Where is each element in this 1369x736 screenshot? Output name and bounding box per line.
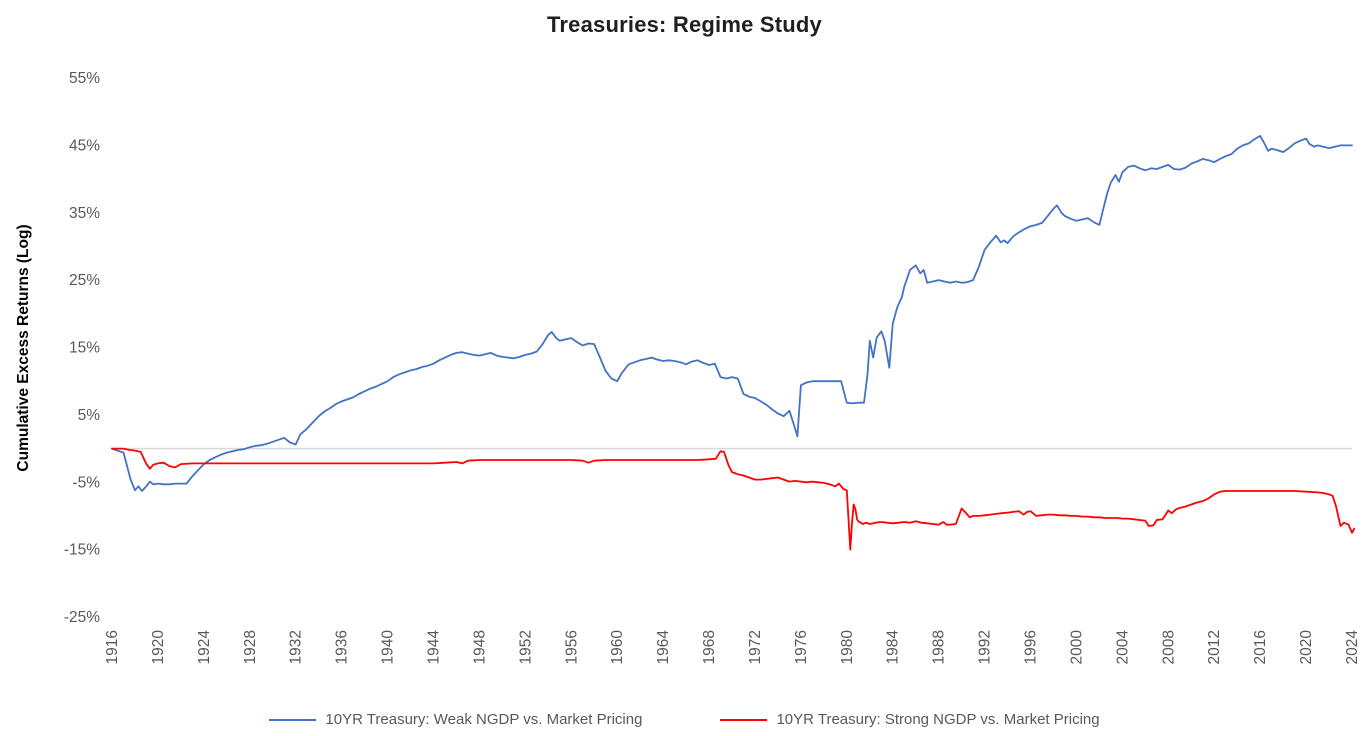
y-tick-label: 55% (69, 70, 100, 87)
x-tick-label: 2008 (1160, 630, 1177, 664)
x-tick-label: 1932 (288, 630, 305, 664)
x-tick-label: 1976 (793, 630, 810, 664)
x-tick-label: 1984 (885, 630, 902, 665)
y-axis-title: Cumulative Excess Returns (Log) (15, 224, 32, 471)
x-tick-label: 2012 (1206, 630, 1223, 664)
x-tick-label: 1972 (747, 630, 764, 664)
series-line-weak-ngdp (111, 134, 1353, 492)
legend-item-strong-ngdp: 10YR Treasury: Strong NGDP vs. Market Pr… (720, 711, 1100, 728)
x-tick-label: 1988 (931, 630, 948, 664)
x-tick-label: 1992 (977, 630, 994, 664)
y-tick-label: 15% (69, 340, 100, 357)
y-tick-label: -15% (64, 542, 100, 559)
legend-label-weak-ngdp: 10YR Treasury: Weak NGDP vs. Market Pric… (325, 711, 643, 728)
y-tick-label: 45% (69, 137, 100, 154)
x-tick-label: 1920 (150, 630, 167, 665)
x-tick-label: 2000 (1068, 630, 1085, 665)
x-tick-label: 1956 (563, 630, 580, 664)
x-tick-label: 1960 (609, 630, 626, 665)
x-tick-label: 1924 (196, 630, 213, 665)
legend-label-strong-ngdp: 10YR Treasury: Strong NGDP vs. Market Pr… (776, 711, 1100, 728)
series-line-strong-ngdp (111, 447, 1356, 551)
x-tick-label: 2004 (1114, 630, 1131, 665)
y-tick-label: 25% (69, 272, 100, 289)
x-tick-label: 1952 (517, 630, 534, 664)
y-tick-label: 5% (78, 407, 101, 424)
chart-legend: 10YR Treasury: Weak NGDP vs. Market Pric… (0, 711, 1369, 728)
x-tick-label: 1944 (426, 630, 443, 665)
x-tick-label: 1968 (701, 630, 718, 664)
y-tick-label: -25% (64, 609, 100, 626)
legend-line-strong-ngdp-swatch (720, 718, 768, 721)
x-tick-label: 1996 (1023, 630, 1040, 664)
x-tick-label: 1940 (380, 630, 397, 665)
y-tick-label: 35% (69, 205, 100, 222)
y-tick-label: -5% (72, 474, 100, 491)
x-tick-label: 1948 (471, 630, 488, 664)
x-tick-label: 1936 (334, 630, 351, 664)
x-tick-label: 1916 (104, 630, 121, 664)
legend-line-weak-ngdp-swatch (269, 718, 317, 721)
chart-title: Treasuries: Regime Study (546, 12, 822, 37)
x-tick-label: 2020 (1298, 630, 1315, 665)
x-tick-label: 1964 (655, 630, 672, 665)
x-tick-label: 2016 (1252, 630, 1269, 664)
x-tick-label: 1928 (242, 630, 259, 664)
legend-item-weak-ngdp: 10YR Treasury: Weak NGDP vs. Market Pric… (269, 711, 642, 728)
x-tick-label: 1980 (839, 630, 856, 665)
x-tick-label: 2024 (1344, 630, 1361, 665)
